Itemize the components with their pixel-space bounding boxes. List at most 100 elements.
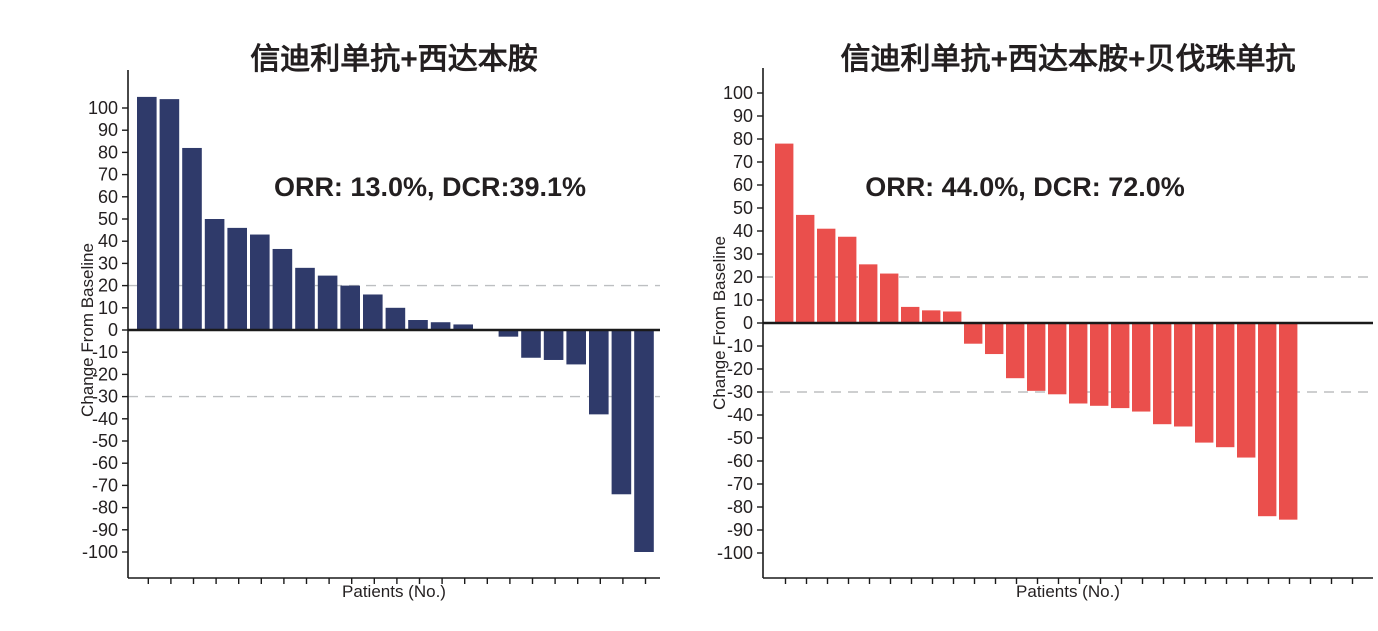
y-tick-label: -40 <box>727 405 753 425</box>
patient-bar <box>1048 323 1067 395</box>
y-tick-label: 30 <box>733 244 753 264</box>
y-tick-label: -60 <box>727 451 753 471</box>
y-tick-label: -90 <box>727 520 753 540</box>
y-tick-label: 70 <box>98 165 118 185</box>
patient-bar <box>182 147 202 330</box>
patient-bar <box>817 228 836 323</box>
patient-bar <box>340 285 360 330</box>
y-tick-label: 20 <box>98 276 118 296</box>
y-tick-label: 40 <box>733 221 753 241</box>
y-tick-label: -100 <box>82 542 118 562</box>
patient-bar <box>430 322 451 330</box>
patient-bar <box>1069 323 1088 404</box>
patient-bar <box>204 219 225 330</box>
y-tick-label: 10 <box>98 298 118 318</box>
y-tick-label: 90 <box>733 106 753 126</box>
patient-bar <box>385 307 406 330</box>
chart-panel-left: 100 90 80 70 60 50 40 30 20 10 0 -10 -20 -30 -40 -50 -60… <box>78 43 660 601</box>
y-tick-label: 30 <box>98 253 118 273</box>
patient-bar <box>295 267 315 330</box>
patient-bar <box>521 330 541 358</box>
patient-bar <box>317 275 338 330</box>
patient-bar <box>272 248 293 330</box>
y-tick-label: -90 <box>92 520 118 540</box>
y-tick-label: 10 <box>733 290 753 310</box>
patient-bar <box>250 234 270 330</box>
y-tick-label: -20 <box>727 359 753 379</box>
patient-bar <box>964 323 983 344</box>
right-x-axis-label: Patients (No.) <box>1016 582 1120 601</box>
patient-bar <box>1111 323 1130 409</box>
y-tick-label: 80 <box>733 129 753 149</box>
patient-bar <box>859 264 878 323</box>
left-waterfall-chart: 1009080706050403020100-10-20-30-40-50-60… <box>82 70 660 584</box>
left-orr-dcr-annotation: ORR: 13.0%, DCR:39.1% <box>273 172 587 202</box>
y-tick-label: -50 <box>92 431 118 451</box>
patient-bar <box>227 227 247 330</box>
y-tick-label: -20 <box>92 364 118 384</box>
patient-bar <box>838 236 857 323</box>
patient-bar <box>566 330 586 365</box>
y-tick-label: -80 <box>92 498 118 518</box>
right-chart-title: 信迪利单抗+西达本胺+贝伐珠单抗 <box>840 43 1296 76</box>
y-tick-label: 60 <box>733 175 753 195</box>
y-tick-label: 80 <box>98 142 118 162</box>
right-orr-dcr-annotation: ORR: 44.0%, DCR: 72.0% <box>865 172 1185 202</box>
patient-bar <box>775 143 794 323</box>
left-y-axis-label: Change From Baseline <box>78 243 97 417</box>
patient-bar <box>922 310 941 323</box>
patient-bar <box>943 311 962 323</box>
patient-bar <box>985 323 1004 355</box>
patient-bar <box>363 294 383 330</box>
y-tick-label: 100 <box>723 83 753 103</box>
y-tick-label: -100 <box>717 543 753 563</box>
patient-bar <box>1195 323 1214 443</box>
patient-bar <box>1006 323 1025 379</box>
y-tick-label: -10 <box>727 336 753 356</box>
patient-bar <box>137 96 157 331</box>
y-tick-label: 100 <box>88 98 118 118</box>
patient-bar <box>880 273 899 323</box>
patient-bar <box>498 330 519 337</box>
patient-bar <box>453 324 473 330</box>
patient-bar <box>1279 323 1298 520</box>
left-x-axis-label: Patients (No.) <box>342 582 446 601</box>
y-tick-label: 70 <box>733 152 753 172</box>
left-chart-title: 信迪利单抗+西达本胺 <box>250 43 538 76</box>
patient-bar <box>901 306 920 323</box>
y-tick-label: 50 <box>733 198 753 218</box>
y-tick-label: 60 <box>98 187 118 207</box>
y-tick-label: -10 <box>92 342 118 362</box>
patient-bar <box>1216 323 1235 448</box>
patient-bar <box>1132 323 1151 412</box>
patient-bar <box>634 330 654 552</box>
y-tick-label: 0 <box>108 320 118 340</box>
y-tick-label: 40 <box>98 231 118 251</box>
y-tick-label: 90 <box>98 120 118 140</box>
y-tick-label: -30 <box>727 382 753 402</box>
patient-bar <box>796 214 815 323</box>
right-y-axis-label: Change From Baseline <box>710 236 729 410</box>
chart-panel-right: 100 90 80 70 60 50 40 30 20 10 0 -10 -20 -30 -40 -50 -60… <box>689 0 1378 631</box>
patient-bar <box>1027 323 1046 391</box>
y-tick-label: -60 <box>92 453 118 473</box>
y-tick-label: 20 <box>733 267 753 287</box>
y-tick-label: -50 <box>727 428 753 448</box>
patient-bar <box>1090 323 1109 406</box>
y-tick-label: 50 <box>98 209 118 229</box>
patient-bar <box>1237 323 1256 458</box>
y-tick-label: -70 <box>727 474 753 494</box>
y-tick-label: -30 <box>92 387 118 407</box>
y-tick-label: -40 <box>92 409 118 429</box>
patient-bar <box>159 99 180 331</box>
patient-bar <box>1174 323 1193 427</box>
patient-bar <box>543 330 564 360</box>
patient-bar <box>1258 323 1277 517</box>
y-tick-label: -70 <box>92 475 118 495</box>
patient-bar <box>408 320 428 330</box>
patient-bar <box>611 330 632 495</box>
patient-bar <box>1153 323 1172 425</box>
right-waterfall-chart: 1009080706050403020100-10-20-30-40-50-60… <box>717 68 1373 584</box>
patient-bar <box>589 330 609 415</box>
